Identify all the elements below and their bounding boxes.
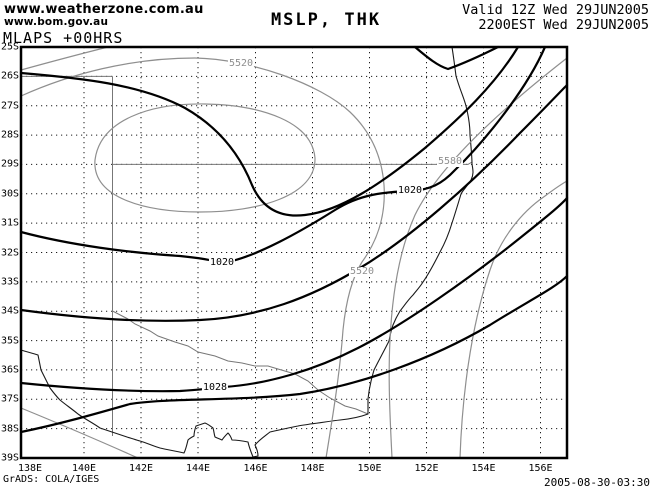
thk-5520-line: [20, 57, 385, 459]
isobar-label-1028: 1028: [201, 382, 229, 393]
lon-label: 156E: [528, 463, 553, 474]
thk-line-southwest: [20, 407, 139, 459]
isobar-label-1020: 1020: [208, 257, 236, 268]
weatherzone-url: www.weatherzone.com.au: [4, 2, 204, 17]
lat-label: 28S: [0, 129, 19, 141]
lat-label: 32S: [0, 247, 19, 258]
valid-time-local: 2200EST Wed 29JUN2005: [478, 17, 649, 33]
lon-label: 150E: [357, 463, 382, 474]
lat-label: 35S: [0, 335, 19, 347]
thk-inner-oval: [94, 103, 316, 213]
thickness-label-5580: 5580: [436, 156, 464, 167]
lat-label: 37S: [0, 393, 19, 405]
thickness-label-5520: 5520: [227, 58, 255, 69]
lon-label: 140E: [71, 463, 97, 474]
lat-label: 31S: [0, 217, 19, 229]
generated-timestamp: 2005-08-30-03:30: [544, 476, 650, 489]
lat-label: 26S: [0, 70, 19, 82]
mslp-isobars: [19, 45, 569, 434]
lon-label: 138E: [17, 463, 43, 474]
thk-5580-line: [388, 57, 568, 459]
state-borders: [21, 75, 473, 436]
lat-label: 33S: [0, 276, 19, 288]
lat-label: 36S: [0, 364, 19, 376]
thickness-contours: [20, 46, 568, 459]
isobar-1020: [19, 45, 547, 265]
latitude-gridlines: [21, 75, 567, 430]
lat-label: 25S: [0, 41, 19, 53]
lon-label: 152E: [414, 463, 439, 474]
lon-label: 144E: [185, 463, 211, 474]
thickness-label-5520: 5520: [348, 266, 376, 277]
isobar-1028: [19, 196, 569, 393]
lat-label: 38S: [0, 423, 19, 435]
lat-label: 29S: [0, 158, 19, 170]
isobar-1032: [19, 274, 569, 434]
grads-credit: GrADS: COLA/IGES: [3, 474, 100, 485]
lon-label: 148E: [300, 463, 325, 474]
map-border: [19, 45, 569, 460]
valid-time-utc: Valid 12Z Wed 29JUN2005: [462, 2, 649, 18]
lon-label: 146E: [243, 463, 268, 474]
lat-label: 34S: [0, 305, 19, 317]
model-run-label: MLAPS +00HRS: [3, 29, 124, 47]
isobar-label-1020: 1020: [396, 185, 424, 196]
isobar-trough: [413, 45, 500, 71]
lon-label: 142E: [128, 463, 154, 474]
chart-title: MSLP, THK: [270, 10, 382, 30]
thk-line-southeast: [459, 180, 568, 459]
lat-label: 30S: [0, 188, 19, 200]
lat-label: 27S: [0, 100, 19, 112]
isobar-1016: [19, 45, 520, 217]
lon-label: 154E: [471, 463, 496, 474]
coastline: [20, 46, 474, 458]
lat-label: 39S: [0, 452, 19, 464]
bom-url: www.bom.gov.au: [4, 16, 109, 28]
thk-line-northwest: [20, 46, 109, 71]
